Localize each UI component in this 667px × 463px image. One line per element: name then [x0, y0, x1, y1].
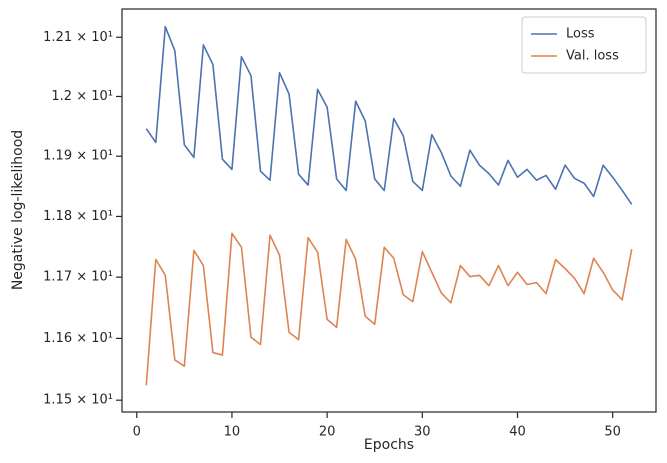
x-tick-label: 40 — [509, 425, 526, 440]
x-tick-label: 50 — [604, 425, 621, 440]
y-tick-label: 1.19 × 10¹ — [43, 149, 113, 164]
legend-label: Loss — [566, 27, 595, 42]
x-tick-label: 0 — [133, 425, 141, 440]
x-tick-label: 30 — [414, 425, 431, 440]
x-axis-label: Epochs — [364, 437, 414, 453]
series-line — [145, 25, 633, 205]
y-tick-label: 1.16 × 10¹ — [43, 331, 113, 346]
x-tick-label: 20 — [319, 425, 336, 440]
legend-box — [521, 16, 647, 74]
y-tick-label: 1.17 × 10¹ — [43, 270, 113, 285]
plot-frame — [121, 8, 657, 413]
y-axis-label: Negative log-likelihood — [10, 130, 26, 290]
legend-label: Val. loss — [566, 49, 619, 64]
y-tick-label: 1.2 × 10¹ — [51, 89, 113, 104]
y-tick-label: 1.21 × 10¹ — [43, 30, 113, 45]
series-line — [145, 232, 633, 386]
y-tick-label: 1.15 × 10¹ — [43, 393, 113, 408]
y-tick-label: 1.18 × 10¹ — [43, 209, 113, 224]
x-tick-label: 10 — [224, 425, 241, 440]
